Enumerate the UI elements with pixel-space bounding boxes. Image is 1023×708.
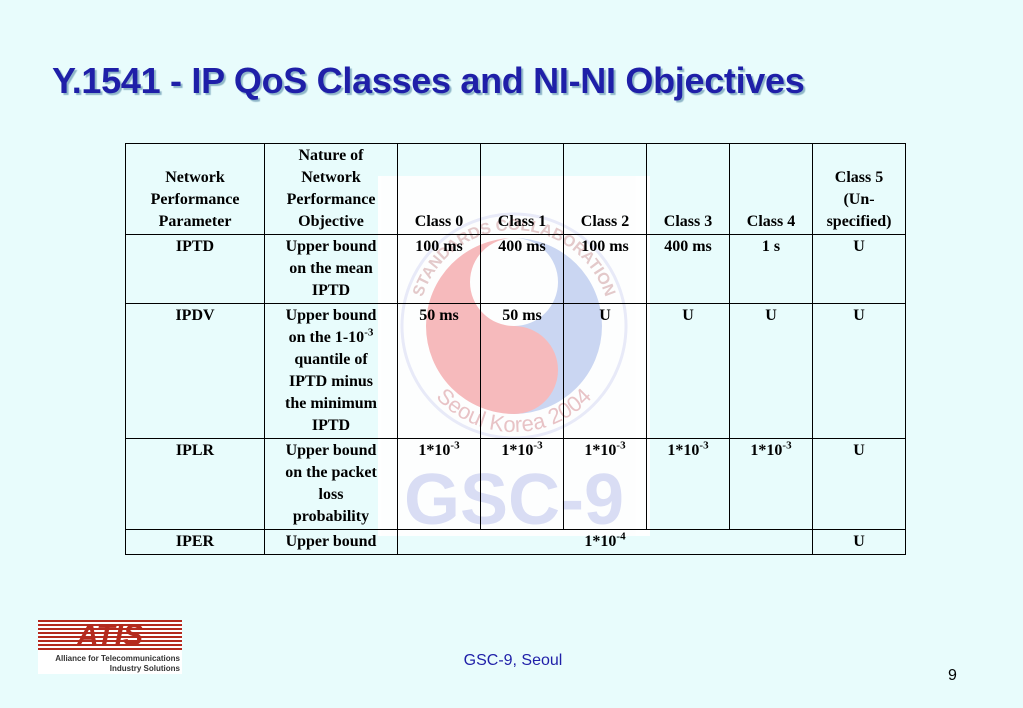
header-class-1: Class 1 [480, 143, 564, 235]
cell-class-0: 50 ms [397, 303, 481, 439]
header-class-2: Class 2 [563, 143, 647, 235]
cell-class-0: 100 ms [397, 234, 481, 304]
atis-tagline-line2: Industry Solutions [109, 664, 180, 673]
footer-event: GSC-9, Seoul [463, 652, 563, 669]
cell-class-5: U [812, 234, 906, 304]
cell-class-4: 1 s [729, 234, 813, 304]
cell-nature: Upper bound on the mean IPTD [264, 234, 398, 304]
cell-class-5: U [812, 438, 906, 530]
cell-class-2: U [563, 303, 647, 439]
table-header-row: Network Performance Parameter Nature of … [125, 143, 906, 235]
header-parameter: Network Performance Parameter [125, 143, 265, 235]
atis-logo-wordmark: ATIS [76, 619, 144, 652]
slide-title: Y.1541 - IP QoS Classes and NI-NI Object… [52, 60, 805, 101]
cell-nature: Upper bound on the packet loss probabili… [264, 438, 398, 530]
header-class-5: Class 5 (Un- specified) [812, 143, 906, 235]
table-row-ipdv: IPDV Upper bound on the 1-10-3 quantile … [125, 303, 906, 439]
cell-class-3: U [646, 303, 730, 439]
page-number: 9 [948, 667, 957, 684]
table-row-iptd: IPTD Upper bound on the mean IPTD 100 ms… [125, 234, 906, 304]
header-class-3: Class 3 [646, 143, 730, 235]
cell-class-3: 1*10-3 [646, 438, 730, 530]
header-class-4: Class 4 [729, 143, 813, 235]
atis-logo-stripes [38, 620, 182, 652]
cell-class-4: U [729, 303, 813, 439]
cell-class-0-4: 1*10-4 [397, 529, 813, 555]
table-row-iplr: IPLR Upper bound on the packet loss prob… [125, 438, 906, 530]
table-row-iper: IPER Upper bound 1*10-4 U [125, 529, 906, 555]
cell-param: IPER [125, 529, 265, 555]
cell-param: IPTD [125, 234, 265, 304]
cell-nature: Upper bound [264, 529, 398, 555]
cell-class-4: 1*10-3 [729, 438, 813, 530]
cell-param: IPLR [125, 438, 265, 530]
cell-class-1: 50 ms [480, 303, 564, 439]
header-nature: Nature of Network Performance Objective [264, 143, 398, 235]
qos-objectives-table: Network Performance Parameter Nature of … [125, 143, 906, 555]
cell-class-1: 1*10-3 [480, 438, 564, 530]
cell-class-2: 100 ms [563, 234, 647, 304]
cell-class-2: 1*10-3 [563, 438, 647, 530]
cell-nature: Upper bound on the 1-10-3 quantile of IP… [264, 303, 398, 439]
cell-class-5: U [812, 303, 906, 439]
header-class-0: Class 0 [397, 143, 481, 235]
atis-tagline-line1: Alliance for Telecommunications [55, 654, 180, 663]
cell-param: IPDV [125, 303, 265, 439]
cell-class-5: U [812, 529, 906, 555]
cell-class-3: 400 ms [646, 234, 730, 304]
atis-logo: ATIS Alliance for Telecommunications Ind… [38, 620, 182, 674]
cell-class-0: 1*10-3 [397, 438, 481, 530]
cell-class-1: 400 ms [480, 234, 564, 304]
